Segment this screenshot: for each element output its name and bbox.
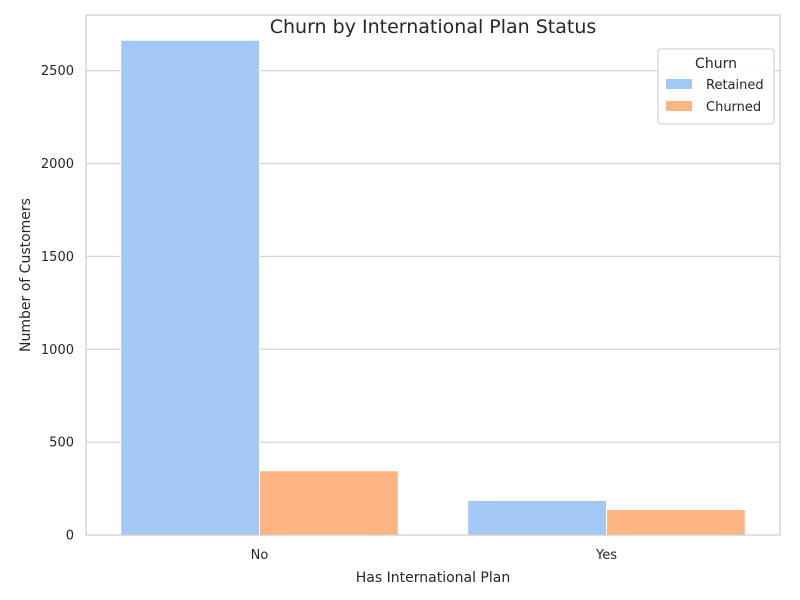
plot-frame: [85, 14, 781, 536]
y-tick-label: 1000: [41, 343, 74, 358]
legend-label-churned: Churned: [706, 100, 761, 115]
x-tick-labels: No Yes: [251, 548, 618, 563]
y-tick-label: 0: [66, 529, 74, 544]
y-axis-label: Number of Customers: [18, 198, 34, 352]
x-tick-label: Yes: [595, 548, 617, 563]
legend-swatch-churned: [666, 101, 692, 111]
bar-retained-no: [120, 39, 260, 536]
bar-churned-yes: [606, 509, 746, 536]
legend-label-retained: Retained: [706, 78, 764, 93]
bar-churned-no: [259, 470, 399, 536]
x-tick-label: No: [251, 548, 269, 563]
y-tick-label: 2500: [41, 64, 74, 79]
bar-retained-yes: [467, 499, 608, 536]
y-tick-label: 500: [49, 436, 74, 451]
legend-swatch-retained: [666, 79, 692, 89]
x-axis-label: Has International Plan: [356, 570, 510, 586]
legend: Churn Retained Churned: [657, 48, 775, 125]
y-tick-labels: 0 500 1000 1500 2000 2500: [41, 64, 74, 543]
legend-title: Churn: [695, 56, 737, 72]
y-tick-label: 1500: [41, 250, 74, 265]
chart-title: Churn by International Plan Status: [270, 16, 597, 38]
bars: [120, 39, 746, 536]
y-tick-label: 2000: [41, 157, 74, 172]
